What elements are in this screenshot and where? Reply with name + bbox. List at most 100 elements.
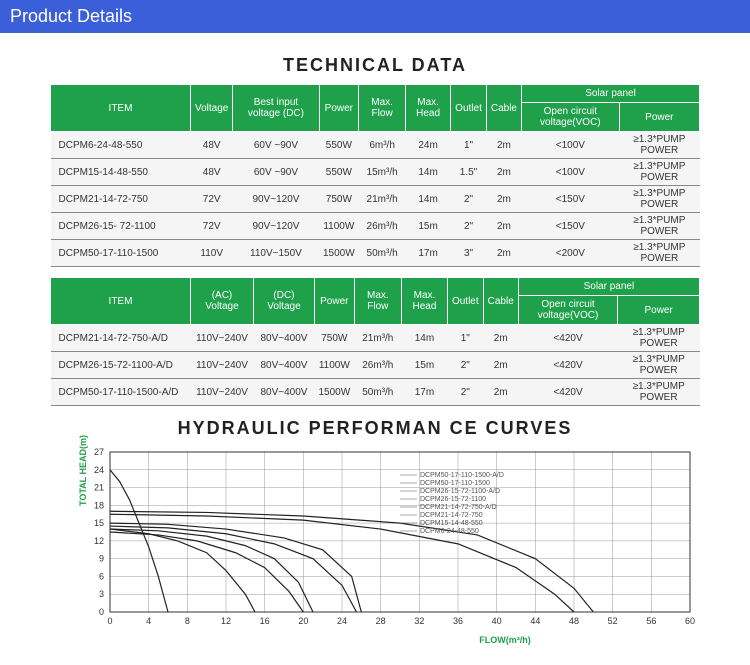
svg-text:15: 15 [94, 518, 104, 528]
svg-text:12: 12 [94, 536, 104, 546]
cell: 2" [447, 379, 483, 406]
table-row: DCPM50-17-110-1500-A/D110V~240V80V~400V1… [51, 379, 700, 406]
svg-text:9: 9 [99, 554, 104, 564]
cell: 110V [191, 240, 233, 267]
cell: 2m [483, 379, 518, 406]
cell: 72V [191, 213, 233, 240]
col-header: Best input voltage (DC) [233, 85, 319, 132]
svg-text:DCPM21-14-72-750: DCPM21-14-72-750 [420, 512, 483, 519]
cell: 14m [406, 186, 451, 213]
cell: DCPM21-14-72-750-A/D [51, 325, 191, 352]
col-header: Cable [483, 278, 518, 325]
col-header: Voltage [191, 85, 233, 132]
cell: 1100W [314, 352, 354, 379]
table-row: DCPM26-15-72-1100-A/D110V~240V80V~400V11… [51, 352, 700, 379]
svg-text:DCPM26-15-72-1100: DCPM26-15-72-1100 [420, 496, 486, 503]
col-subheader: Open circuit voltage(VOC) [518, 296, 618, 325]
svg-text:DCPM50-17-110-1500: DCPM50-17-110-1500 [420, 480, 490, 487]
svg-text:21: 21 [94, 483, 104, 493]
cell: <100V [522, 132, 620, 159]
cell: DCPM21-14-72-750 [51, 186, 191, 213]
cell: 110V~240V [191, 325, 254, 352]
col-header: (AC) Voltage [191, 278, 254, 325]
cell: 48V [191, 132, 233, 159]
svg-text:12: 12 [221, 616, 231, 626]
col-subheader: Power [619, 103, 699, 132]
cell: <420V [518, 379, 618, 406]
cell: 550W [319, 159, 359, 186]
svg-text:24: 24 [337, 616, 347, 626]
cell: 2m [486, 240, 521, 267]
svg-text:DCPM21-14-72-750-A/D: DCPM21-14-72-750-A/D [420, 504, 497, 511]
cell: 60V ~90V [233, 159, 319, 186]
page-title: Product Details [10, 6, 132, 26]
col-header: Max. Flow [359, 85, 406, 132]
cell: <420V [518, 352, 618, 379]
svg-text:36: 36 [453, 616, 463, 626]
table-row: DCPM21-14-72-750-A/D110V~240V80V~400V750… [51, 325, 700, 352]
cell: 2m [486, 159, 521, 186]
svg-text:18: 18 [94, 500, 104, 510]
svg-text:0: 0 [99, 607, 104, 617]
cell: DCPM50-17-110-1500 [51, 240, 191, 267]
cell: <200V [522, 240, 620, 267]
cell: 17m [402, 379, 448, 406]
cell: 3" [451, 240, 487, 267]
svg-text:28: 28 [376, 616, 386, 626]
col-header: Max. Head [406, 85, 451, 132]
table-row: DCPM21-14-72-75072V90V~120V750W21m³/h14m… [51, 186, 700, 213]
x-axis-label: FLOW(m³/h) [50, 635, 700, 645]
cell: <420V [518, 325, 618, 352]
cell: 24m [406, 132, 451, 159]
svg-text:52: 52 [608, 616, 618, 626]
y-axis-label: TOTAL HEAD(m) [78, 435, 88, 506]
cell: 15m [402, 352, 448, 379]
svg-text:20: 20 [298, 616, 308, 626]
cell: 72V [191, 186, 233, 213]
cell: 2m [486, 213, 521, 240]
svg-text:16: 16 [260, 616, 270, 626]
cell: 1.5" [451, 159, 487, 186]
cell: 2m [483, 325, 518, 352]
cell: 17m [406, 240, 451, 267]
svg-text:DCPM6-24-48-550: DCPM6-24-48-550 [420, 528, 479, 535]
cell: ≥1.3*PUMP POWER [619, 132, 699, 159]
cell: 26m³/h [354, 352, 401, 379]
cell: ≥1.3*PUMP POWER [619, 159, 699, 186]
cell: 21m³/h [354, 325, 401, 352]
svg-text:4: 4 [146, 616, 151, 626]
col-header: Max. Flow [354, 278, 401, 325]
col-header: ITEM [51, 85, 191, 132]
col-header: Power [314, 278, 354, 325]
svg-text:56: 56 [646, 616, 656, 626]
cell: ≥1.3*PUMP POWER [619, 240, 699, 267]
col-header: Cable [486, 85, 521, 132]
technical-data-title: TECHNICAL DATA [50, 55, 700, 76]
svg-text:32: 32 [414, 616, 424, 626]
cell: 80V~400V [253, 352, 314, 379]
svg-text:6: 6 [99, 571, 104, 581]
cell: <150V [522, 213, 620, 240]
col-header: (DC) Voltage [253, 278, 314, 325]
cell: 110V~240V [191, 352, 254, 379]
cell: 2m [486, 132, 521, 159]
col-subheader: Power [618, 296, 700, 325]
cell: 80V~400V [253, 379, 314, 406]
cell: 750W [319, 186, 359, 213]
svg-text:48: 48 [569, 616, 579, 626]
header-bar: Product Details [0, 0, 750, 33]
svg-text:DCPM15-14-48-550: DCPM15-14-48-550 [420, 520, 483, 527]
cell: DCPM50-17-110-1500-A/D [51, 379, 191, 406]
cell: DCPM26-15-72-1100-A/D [51, 352, 191, 379]
table-row: DCPM15-14-48-55048V60V ~90V550W15m³/h14m… [51, 159, 700, 186]
curves-title: HYDRAULIC PERFORMAN CE CURVES [50, 418, 700, 439]
svg-text:8: 8 [185, 616, 190, 626]
table-row: DCPM6-24-48-55048V60V ~90V550W6m³/h24m1"… [51, 132, 700, 159]
svg-text:DCPM50-17-110-1500-A/D: DCPM50-17-110-1500-A/D [420, 472, 504, 479]
cell: 80V~400V [253, 325, 314, 352]
col-header: Max. Head [402, 278, 448, 325]
cell: DCPM15-14-48-550 [51, 159, 191, 186]
cell: 6m³/h [359, 132, 406, 159]
col-header: Power [319, 85, 359, 132]
table-dc: ITEMVoltageBest input voltage (DC)PowerM… [50, 84, 700, 267]
